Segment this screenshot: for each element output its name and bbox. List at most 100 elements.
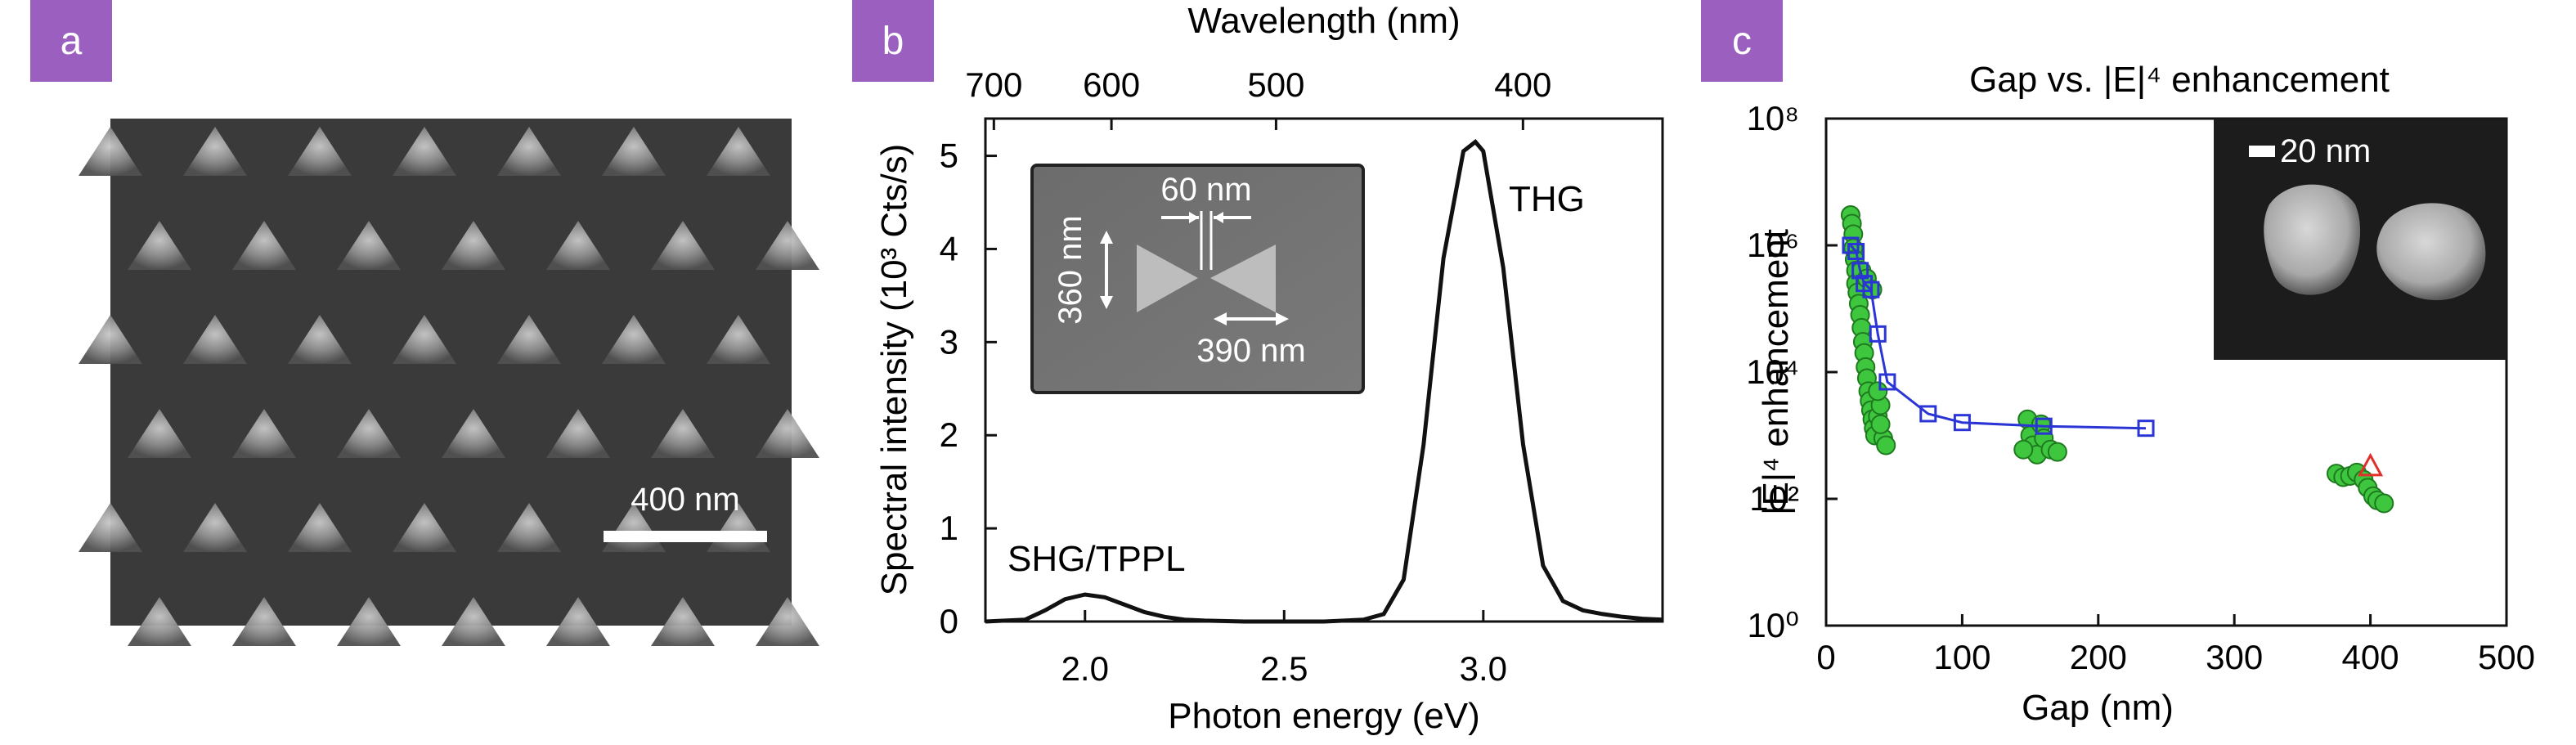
y-tick-label: 2 [940, 415, 958, 454]
pyramid [128, 597, 191, 646]
x-tick-label: 100 [1933, 638, 1990, 676]
pyramid [651, 597, 715, 646]
inset-scale-label: 20 nm [2280, 133, 2371, 169]
panel-a-sem-image: 400 nm [79, 119, 819, 646]
pyramid [442, 597, 505, 646]
pyramid [337, 597, 401, 646]
data-point-circle [2013, 439, 2034, 460]
pyramid [651, 409, 715, 458]
pyramid [393, 503, 456, 552]
y-tick-label: 5 [940, 137, 958, 175]
pyramid [183, 127, 247, 176]
top-tick-label: 600 [1083, 65, 1140, 104]
top-axis-title: Wavelength (nm) [1187, 1, 1460, 41]
y-tick-label: 10⁴ [1746, 352, 1799, 391]
pyramid [288, 315, 352, 364]
x-tick-label: 0 [1816, 638, 1835, 676]
panel-c-chart: Gap vs. |E|⁴ enhancement Gap (nm) |E|⁴ e… [1746, 60, 2535, 728]
panel-c-badge: c [1701, 0, 1783, 82]
series-line [1849, 245, 2147, 430]
panel-a-badge: a [30, 0, 112, 82]
pyramid [442, 409, 505, 458]
pyramid [602, 127, 666, 176]
bowtie-right-triangle [1210, 245, 1276, 312]
width-arrowhead-left [1214, 312, 1227, 325]
pyramid [651, 221, 715, 270]
pyramid [288, 503, 352, 552]
y-tick-label: 10² [1749, 479, 1799, 518]
scale-bar [604, 531, 767, 542]
data-point-square [1919, 405, 1937, 423]
top-tick-label: 700 [965, 65, 1022, 104]
pyramid [546, 409, 610, 458]
data-point-triangle [2358, 452, 2384, 477]
pyramid [183, 315, 247, 364]
pyramid [756, 409, 819, 458]
pyramid [756, 597, 819, 646]
gap-arrowhead-right [1214, 212, 1223, 223]
pyramid [337, 409, 401, 458]
x-tick-label: 400 [2342, 638, 2399, 676]
pyramid [183, 503, 247, 552]
spectrum-line [985, 139, 1663, 624]
height-arrowhead-top [1100, 231, 1113, 244]
data-point-square [2035, 417, 2053, 435]
pyramid [497, 503, 561, 552]
x-axis-title: Gap (nm) [2022, 688, 2174, 728]
scale-bar-label: 400 nm [631, 482, 739, 518]
pyramid [707, 127, 770, 176]
y-tick-label: 10⁸ [1747, 99, 1799, 137]
pyramid [546, 221, 610, 270]
x-tick-label: 2.5 [1260, 649, 1308, 688]
x-tick-label: 300 [2206, 638, 2263, 676]
gap-label: 60 nm [1160, 172, 1251, 208]
y-tick-label: 10⁶ [1747, 226, 1799, 264]
pyramid [707, 315, 770, 364]
data-point-circle [2374, 493, 2394, 514]
top-tick-label: 500 [1247, 65, 1304, 104]
x-tick-label: 500 [2478, 638, 2535, 676]
data-point-square [1878, 373, 1896, 391]
height-label: 360 nm [1052, 215, 1088, 324]
particle-right [2376, 203, 2486, 301]
pyramid [497, 127, 561, 176]
gap-arrowhead-left [1189, 212, 1199, 223]
axis-ticks: 0 100 200 300 400 500 10⁰ 10² 10⁴ 10⁶ 10⁸ [1746, 99, 2535, 676]
pyramid-array [79, 127, 819, 646]
data-point-square [1862, 280, 1880, 298]
x-axis-title: Photon energy (eV) [1168, 696, 1480, 736]
data-point-circle [2047, 442, 2067, 462]
pyramid [393, 315, 456, 364]
x-tick-label: 200 [2070, 638, 2127, 676]
pyramid [602, 315, 666, 364]
data-point-square [1851, 262, 1869, 280]
x-tick-label: 3.0 [1460, 649, 1507, 688]
pyramid [546, 597, 610, 646]
data-point-circle [1870, 414, 1891, 434]
data-point-square [1847, 243, 1865, 261]
pyramid [232, 221, 296, 270]
inset-scale-bar [2249, 146, 2275, 157]
y-tick-label: 10⁰ [1747, 606, 1799, 644]
pyramid [79, 127, 142, 176]
pyramid [442, 221, 505, 270]
data-point-square [2137, 420, 2155, 438]
y-tick-label: 3 [940, 322, 958, 361]
data-point-circle [1868, 381, 1888, 402]
annotation-thg: THG [1509, 179, 1585, 219]
panel-b-badge: b [852, 0, 934, 82]
y-axis-title: Spectral intensity (10³ Cts/s) [874, 144, 914, 596]
data-marks [1840, 205, 2394, 514]
data-point-circle [1876, 435, 1896, 456]
pyramid [79, 503, 142, 552]
pyramid [393, 127, 456, 176]
inset-frame [1030, 164, 1365, 394]
pyramid [337, 221, 401, 270]
pyramid [128, 409, 191, 458]
annotation-shg-tppl: SHG/TPPL [1008, 539, 1186, 579]
particles-inset: 20 nm [2214, 119, 2506, 360]
particle-left [2264, 184, 2361, 295]
